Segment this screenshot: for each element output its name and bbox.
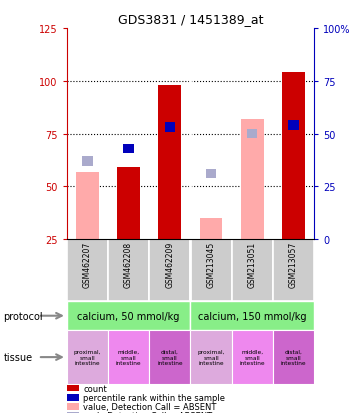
Bar [232, 330, 273, 384]
Text: tissue: tissue [4, 352, 33, 362]
Bar [191, 301, 314, 330]
Bar [117, 168, 140, 240]
Text: middle,
small
intestine: middle, small intestine [239, 349, 265, 366]
Bar [232, 240, 273, 301]
Bar [165, 123, 175, 133]
Text: calcium, 50 mmol/kg: calcium, 50 mmol/kg [77, 311, 180, 321]
Text: GSM462207: GSM462207 [83, 241, 92, 287]
Text: distal,
small
intestine: distal, small intestine [157, 349, 183, 366]
Bar [108, 330, 149, 384]
Text: percentile rank within the sample: percentile rank within the sample [83, 393, 225, 402]
Bar [191, 240, 232, 301]
Bar [149, 240, 191, 301]
Text: rank, Detection Call = ABSENT: rank, Detection Call = ABSENT [83, 411, 212, 413]
Bar [206, 169, 216, 179]
Bar [200, 218, 222, 240]
Text: GSM462209: GSM462209 [165, 241, 174, 287]
Text: GSM213045: GSM213045 [206, 241, 216, 287]
Text: distal,
small
intestine: distal, small intestine [280, 349, 306, 366]
Text: GSM213051: GSM213051 [248, 241, 257, 287]
Bar [273, 240, 314, 301]
Bar [149, 330, 191, 384]
Bar [288, 121, 299, 131]
Text: GSM213057: GSM213057 [289, 241, 298, 287]
Bar [108, 240, 149, 301]
Text: proximal,
small
intestine: proximal, small intestine [74, 349, 101, 366]
Text: count: count [83, 384, 107, 393]
Bar [241, 119, 264, 240]
Text: middle,
small
intestine: middle, small intestine [116, 349, 142, 366]
Text: GSM462208: GSM462208 [124, 241, 133, 287]
Text: calcium, 150 mmol/kg: calcium, 150 mmol/kg [198, 311, 306, 321]
Bar [247, 130, 257, 139]
Bar [273, 330, 314, 384]
Bar [76, 172, 99, 240]
Title: GDS3831 / 1451389_at: GDS3831 / 1451389_at [118, 13, 263, 26]
Text: proximal,
small
intestine: proximal, small intestine [197, 349, 225, 366]
Bar [191, 330, 232, 384]
Bar [282, 73, 305, 240]
Bar [158, 86, 181, 240]
Bar [123, 144, 134, 154]
Bar [67, 301, 191, 330]
Bar [67, 330, 108, 384]
Text: value, Detection Call = ABSENT: value, Detection Call = ABSENT [83, 402, 216, 411]
Bar [67, 240, 108, 301]
Bar [82, 157, 92, 166]
Text: protocol: protocol [4, 311, 43, 321]
